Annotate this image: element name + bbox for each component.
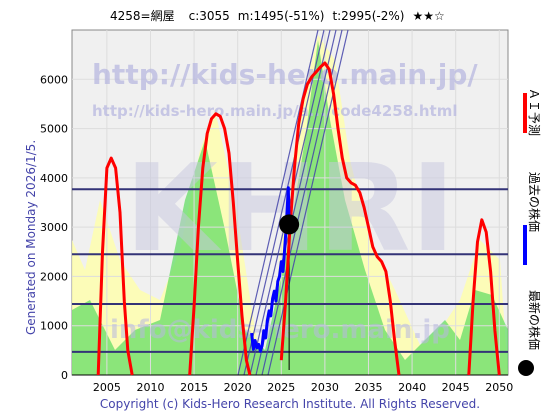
y-tick-label: 6000 [40, 73, 68, 86]
channel-line [243, 29, 325, 376]
past-price-line [250, 186, 291, 353]
latest-marker-layer [279, 214, 300, 235]
header-title: 4258=網屋 c:3055 m:1495(-51%) t:2995(-2%) ★★☆ [110, 9, 445, 23]
y-tick-label: 3000 [40, 221, 68, 234]
x-tick-label: 2030 [311, 381, 339, 394]
header-stars: ★★☆ [412, 9, 444, 23]
horizontal-levels [72, 188, 508, 353]
legend-label-ai: ＡＩ予測 [527, 88, 541, 136]
header-code: 4258=網屋 [110, 9, 175, 23]
channel-line [237, 29, 319, 376]
y-tick-label: 0 [61, 369, 68, 382]
generated-caption: Generated on Monday 2026/1/5. [24, 140, 38, 335]
series-layer [96, 61, 501, 376]
x-tick-label: 2005 [93, 381, 121, 394]
legend: ＡＩ予測 過去の株価 最新の株価 [518, 88, 542, 376]
legend-label-past: 過去の株価 [527, 172, 542, 232]
watermark-url-small: http://kids-hero.main.jp/a.../code4258.h… [92, 102, 457, 120]
green-fill-area [72, 40, 508, 375]
x-tick-label: 2035 [354, 381, 382, 394]
header-current: c:3055 [189, 9, 230, 23]
copyright-footer: Copyright (c) Kids-Hero Research Institu… [100, 397, 480, 411]
x-tick-label: 2010 [136, 381, 164, 394]
legend-marker-latest [518, 360, 534, 376]
y-tick-label: 5000 [40, 123, 68, 136]
x-tick-label: 2015 [180, 381, 208, 394]
y-tick-label: 4000 [40, 172, 68, 185]
ai-forecast-line [279, 61, 401, 376]
legend-swatch-ai [523, 93, 527, 133]
watermark-email: info@kids-hero.main.jp [110, 315, 450, 345]
ai-forecast-line [467, 218, 501, 376]
x-tick-label: 2040 [398, 381, 426, 394]
legend-label-latest: 最新の株価 [527, 290, 542, 350]
ai-forecast-line [188, 112, 252, 376]
x-tick-label: 2025 [267, 381, 295, 394]
watermark-url: http://kids-hero.main.jp/ [92, 58, 478, 91]
ai-forecast-line [96, 156, 134, 376]
x-tick-labels: 2005 2010 2015 2020 2025 2030 2035 2040 2045 2050 [93, 381, 513, 394]
header-target: t:2995(-2%) [332, 9, 404, 23]
latest-price-marker [279, 214, 300, 235]
y-tick-label: 1000 [40, 320, 68, 333]
background-fills [72, 35, 508, 375]
x-tick-label: 2020 [224, 381, 252, 394]
header-min: m:1495(-51%) [238, 9, 325, 23]
channel-line [261, 29, 343, 376]
legend-swatch-past [523, 225, 527, 265]
y-tick-labels: 0 1000 2000 3000 4000 5000 6000 [40, 73, 68, 382]
x-tick-label: 2045 [442, 381, 470, 394]
channel-line [267, 29, 349, 376]
x-tick-label: 2050 [485, 381, 513, 394]
y-tick-label: 2000 [40, 270, 68, 283]
